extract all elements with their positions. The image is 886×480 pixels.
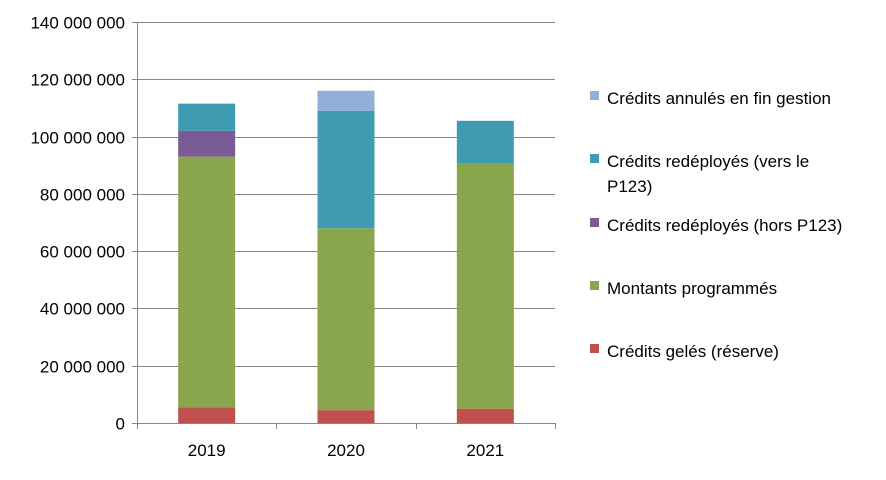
y-tick-label: 80 000 000 <box>40 186 125 205</box>
legend-label: Crédits redéployés (vers le P123) <box>607 152 809 196</box>
y-tick-label: 40 000 000 <box>40 300 125 319</box>
bar-segment <box>456 408 514 423</box>
y-tick-label: 20 000 000 <box>40 358 125 377</box>
x-tick-label: 2021 <box>466 441 504 460</box>
bar-segment <box>456 163 514 409</box>
legend-label: Crédits gelés (réserve) <box>607 342 779 361</box>
legend-label-line: P123) <box>607 177 652 196</box>
y-tick-label: 60 000 000 <box>40 243 125 262</box>
legend-swatch <box>590 281 599 290</box>
legend-label: Crédits annulés en fin gestion <box>607 89 831 108</box>
axes: 0 20 000 000 40 000 000 60 000 000 80 000 00… <box>30 14 556 460</box>
bar-segment <box>178 130 236 157</box>
legend-swatch <box>590 218 599 227</box>
bars <box>178 90 514 423</box>
bar-segment <box>317 110 375 229</box>
x-tick-label: 2019 <box>188 441 226 460</box>
bar-segment <box>317 410 375 423</box>
legend-label: Crédits redéployés (hors P123) <box>607 216 842 235</box>
bar-segment <box>317 228 375 411</box>
bar-segment <box>317 90 375 111</box>
bar-segment <box>456 120 514 164</box>
y-tick-label: 120 000 000 <box>30 71 125 90</box>
y-tick-label: 100 000 000 <box>30 129 125 148</box>
legend-swatch <box>590 154 599 163</box>
bar-segment <box>178 103 236 131</box>
legend-label: Montants programmés <box>607 279 777 298</box>
bar-segment <box>178 156 236 408</box>
bar-segment <box>178 407 236 423</box>
y-tick-label: 140 000 000 <box>30 14 125 33</box>
legend-swatch <box>590 91 599 100</box>
legend-swatch <box>590 344 599 353</box>
y-tick-label: 0 <box>116 415 125 434</box>
legend: Crédits annulés en fin gestion Crédits re… <box>590 89 842 361</box>
x-tick-label: 2020 <box>327 441 365 460</box>
legend-label-line: Crédits redéployés (vers le <box>607 152 809 171</box>
